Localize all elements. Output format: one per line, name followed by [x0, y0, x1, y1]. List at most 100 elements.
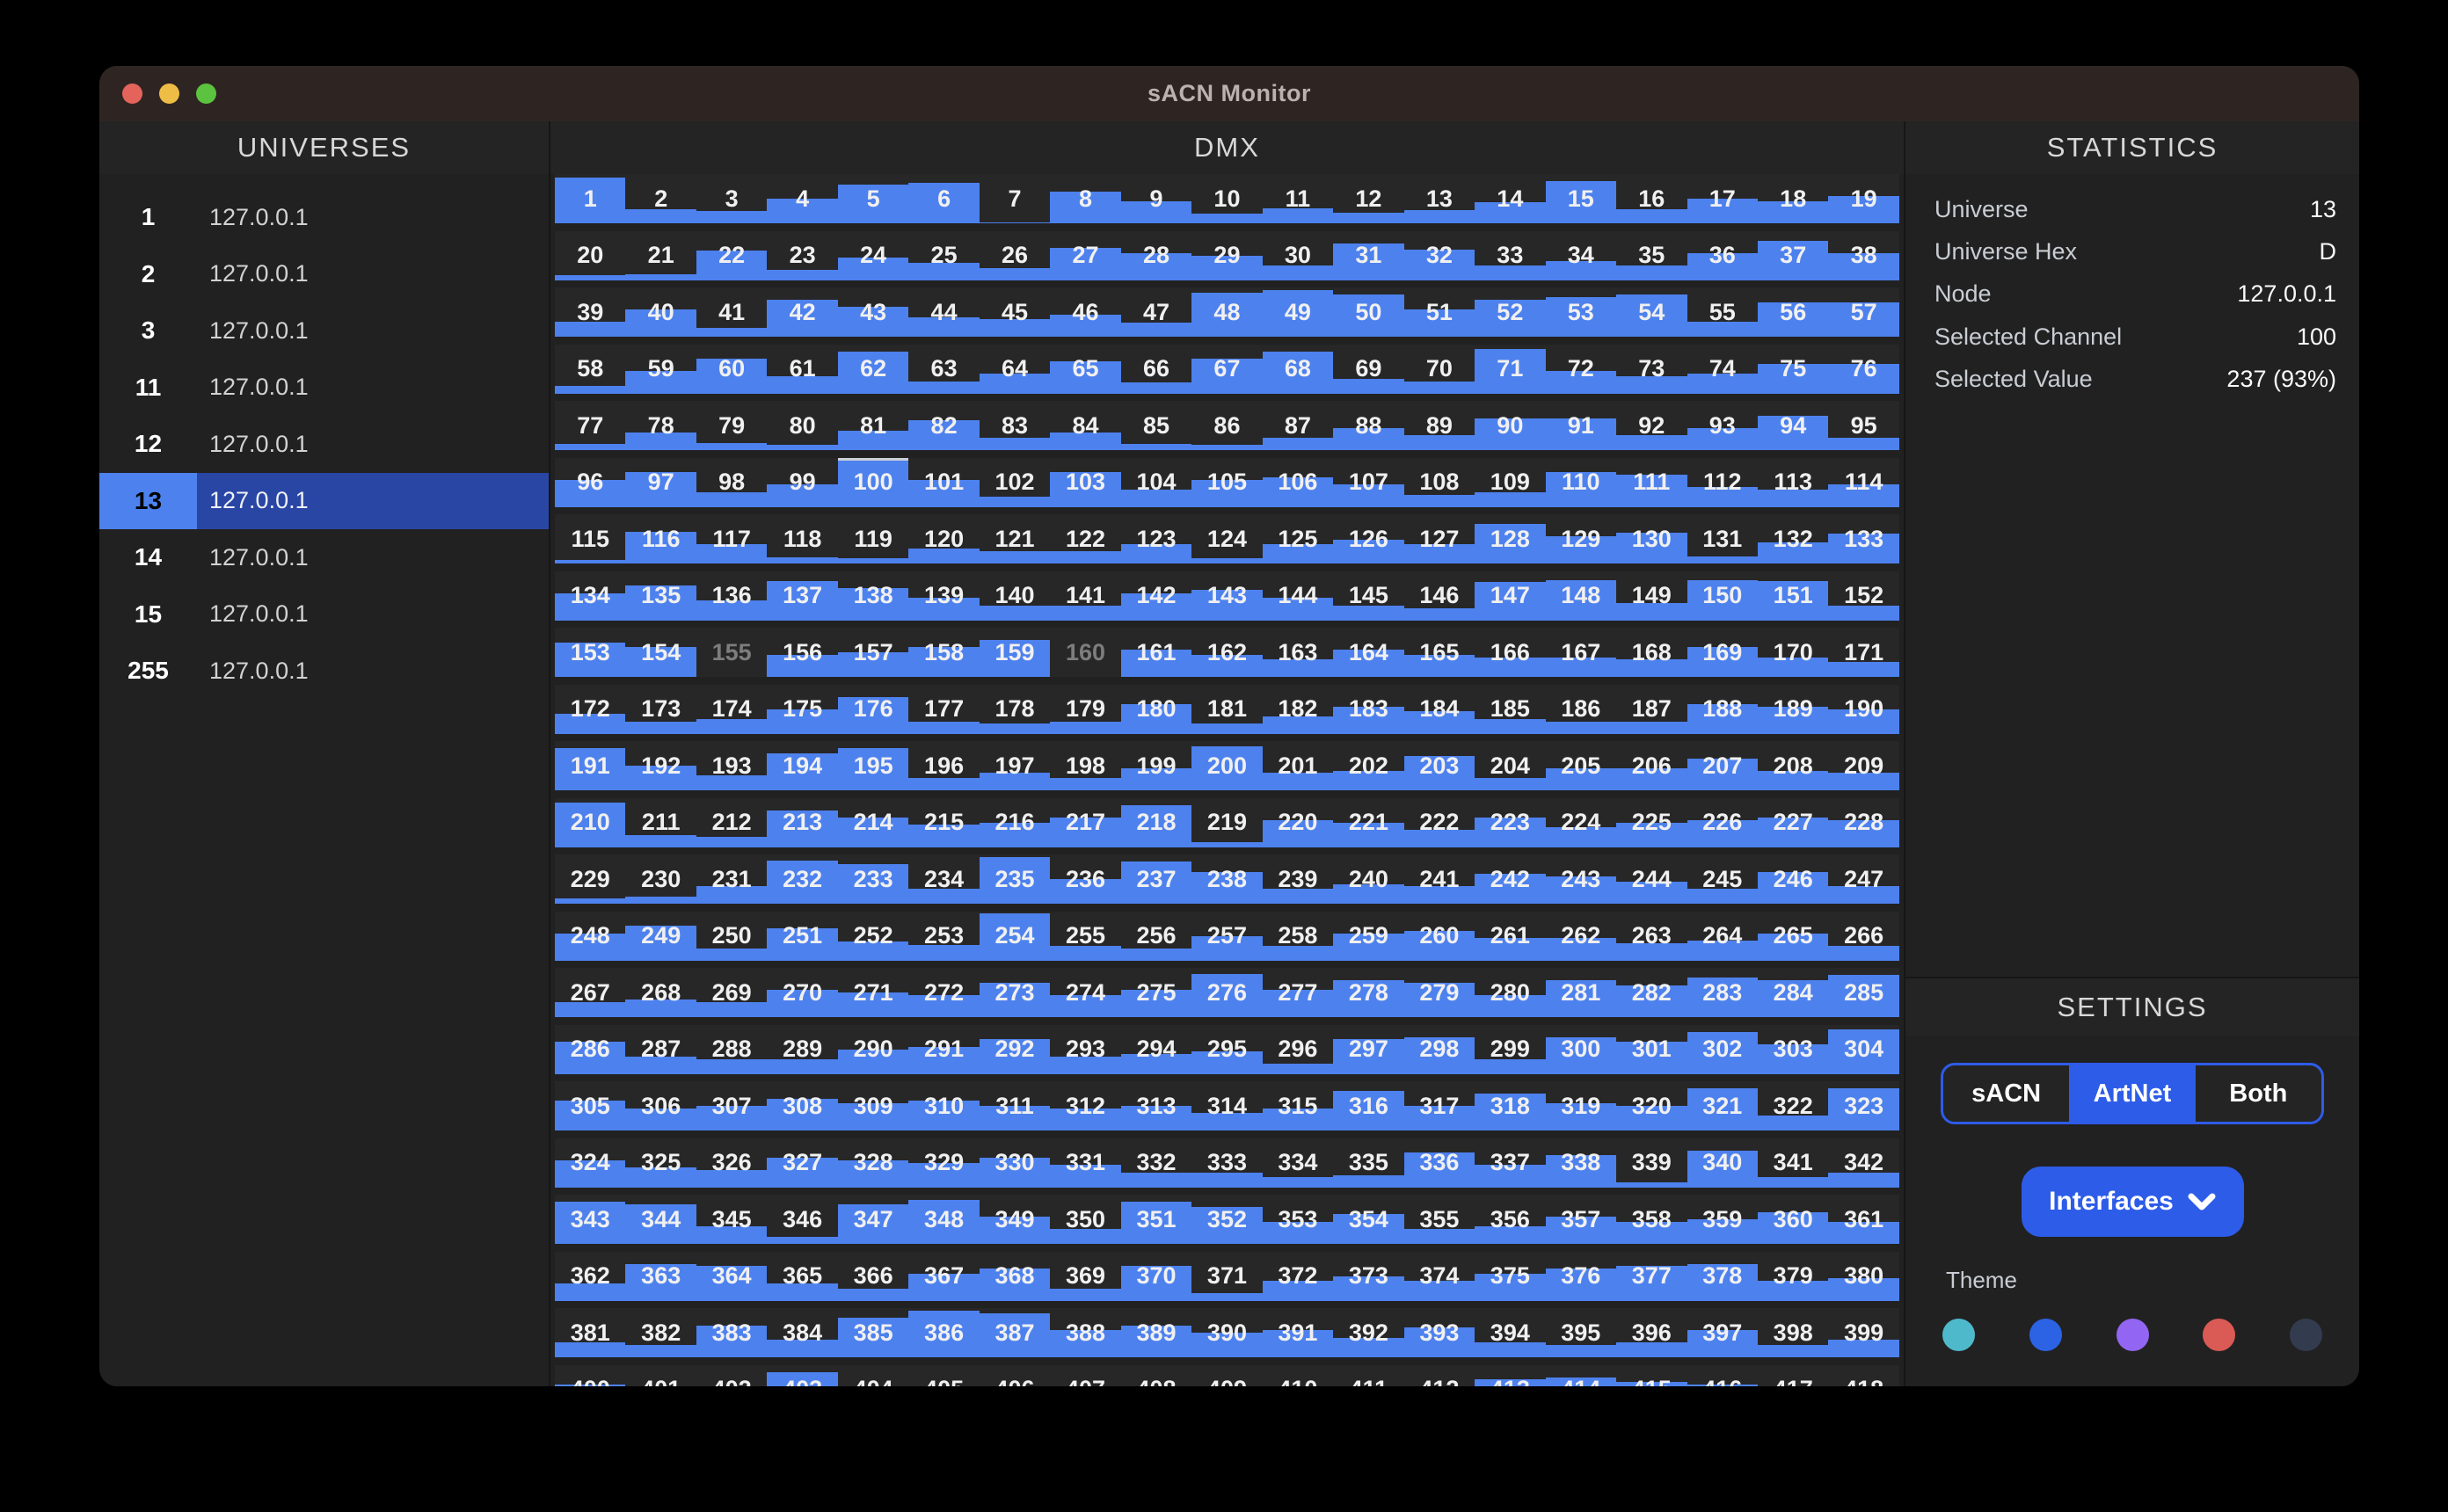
universe-row-2[interactable]: 2 127.0.0.1	[99, 246, 549, 303]
dmx-channel-cell-111[interactable]: 111	[1616, 457, 1687, 507]
dmx-channel-cell-157[interactable]: 157	[837, 628, 909, 677]
dmx-channel-cell-327[interactable]: 327	[767, 1138, 838, 1188]
dmx-channel-cell-235[interactable]: 235	[979, 854, 1051, 904]
universe-row-11[interactable]: 11 127.0.0.1	[99, 360, 549, 417]
dmx-channel-cell-12[interactable]: 12	[1333, 174, 1404, 223]
dmx-channel-cell-102[interactable]: 102	[979, 457, 1051, 507]
dmx-channel-cell-344[interactable]: 344	[625, 1195, 696, 1244]
dmx-channel-cell-56[interactable]: 56	[1757, 287, 1829, 337]
theme-dot-5[interactable]	[2290, 1319, 2322, 1351]
dmx-channel-cell-338[interactable]: 338	[1545, 1138, 1617, 1188]
dmx-channel-cell-99[interactable]: 99	[767, 457, 838, 507]
dmx-channel-cell-144[interactable]: 144	[1262, 571, 1334, 621]
dmx-channel-cell-40[interactable]: 40	[625, 287, 696, 337]
dmx-channel-cell-351[interactable]: 351	[1120, 1195, 1192, 1244]
dmx-channel-cell-108[interactable]: 108	[1403, 457, 1475, 507]
dmx-channel-cell-388[interactable]: 388	[1050, 1308, 1121, 1357]
dmx-channel-cell-112[interactable]: 112	[1687, 457, 1758, 507]
dmx-channel-cell-238[interactable]: 238	[1191, 854, 1263, 904]
dmx-channel-cell-220[interactable]: 220	[1262, 797, 1334, 847]
dmx-channel-cell-29[interactable]: 29	[1191, 230, 1263, 280]
dmx-channel-cell-280[interactable]: 280	[1475, 968, 1546, 1017]
dmx-channel-cell-369[interactable]: 369	[1050, 1251, 1121, 1301]
dmx-channel-cell-341[interactable]: 341	[1757, 1138, 1829, 1188]
dmx-channel-cell-68[interactable]: 68	[1262, 344, 1334, 394]
dmx-channel-cell-105[interactable]: 105	[1191, 457, 1263, 507]
dmx-channel-cell-302[interactable]: 302	[1687, 1024, 1758, 1074]
dmx-channel-cell-218[interactable]: 218	[1120, 797, 1192, 847]
dmx-channel-cell-23[interactable]: 23	[767, 230, 838, 280]
dmx-channel-cell-186[interactable]: 186	[1545, 684, 1617, 734]
dmx-channel-cell-179[interactable]: 179	[1050, 684, 1121, 734]
dmx-channel-cell-340[interactable]: 340	[1687, 1138, 1758, 1188]
dmx-channel-cell-385[interactable]: 385	[837, 1308, 909, 1357]
dmx-channel-cell-27[interactable]: 27	[1050, 230, 1121, 280]
dmx-channel-cell-214[interactable]: 214	[837, 797, 909, 847]
dmx-channel-cell-13[interactable]: 13	[1403, 174, 1475, 223]
dmx-channel-cell-274[interactable]: 274	[1050, 968, 1121, 1017]
dmx-channel-cell-293[interactable]: 293	[1050, 1024, 1121, 1074]
dmx-channel-cell-196[interactable]: 196	[908, 741, 980, 790]
dmx-channel-cell-141[interactable]: 141	[1050, 571, 1121, 621]
dmx-channel-cell-61[interactable]: 61	[767, 344, 838, 394]
dmx-channel-cell-415[interactable]: 415	[1616, 1364, 1687, 1386]
dmx-channel-cell-172[interactable]: 172	[555, 684, 626, 734]
dmx-channel-cell-86[interactable]: 86	[1191, 401, 1263, 450]
dmx-channel-cell-411[interactable]: 411	[1333, 1364, 1404, 1386]
dmx-channel-cell-373[interactable]: 373	[1333, 1251, 1404, 1301]
dmx-channel-cell-107[interactable]: 107	[1333, 457, 1404, 507]
dmx-channel-cell-92[interactable]: 92	[1616, 401, 1687, 450]
dmx-channel-cell-376[interactable]: 376	[1545, 1251, 1617, 1301]
dmx-channel-cell-251[interactable]: 251	[767, 911, 838, 961]
dmx-channel-cell-294[interactable]: 294	[1120, 1024, 1192, 1074]
dmx-channel-cell-180[interactable]: 180	[1120, 684, 1192, 734]
dmx-channel-cell-51[interactable]: 51	[1403, 287, 1475, 337]
universe-row-1[interactable]: 1 127.0.0.1	[99, 189, 549, 246]
dmx-channel-cell-357[interactable]: 357	[1545, 1195, 1617, 1244]
dmx-channel-cell-312[interactable]: 312	[1050, 1081, 1121, 1130]
dmx-channel-cell-171[interactable]: 171	[1828, 628, 1899, 677]
dmx-channel-cell-55[interactable]: 55	[1687, 287, 1758, 337]
dmx-channel-cell-335[interactable]: 335	[1333, 1138, 1404, 1188]
dmx-channel-cell-45[interactable]: 45	[979, 287, 1051, 337]
dmx-channel-cell-174[interactable]: 174	[696, 684, 768, 734]
dmx-channel-cell-346[interactable]: 346	[767, 1195, 838, 1244]
dmx-channel-cell-313[interactable]: 313	[1120, 1081, 1192, 1130]
dmx-channel-cell-164[interactable]: 164	[1333, 628, 1404, 677]
dmx-channel-cell-90[interactable]: 90	[1475, 401, 1546, 450]
dmx-channel-cell-33[interactable]: 33	[1475, 230, 1546, 280]
dmx-channel-cell-66[interactable]: 66	[1120, 344, 1192, 394]
dmx-channel-cell-402[interactable]: 402	[696, 1364, 768, 1386]
dmx-channel-cell-173[interactable]: 173	[625, 684, 696, 734]
dmx-channel-cell-248[interactable]: 248	[555, 911, 626, 961]
dmx-channel-cell-336[interactable]: 336	[1403, 1138, 1475, 1188]
dmx-channel-cell-74[interactable]: 74	[1687, 344, 1758, 394]
dmx-channel-cell-242[interactable]: 242	[1475, 854, 1546, 904]
dmx-channel-cell-278[interactable]: 278	[1333, 968, 1404, 1017]
dmx-channel-cell-143[interactable]: 143	[1191, 571, 1263, 621]
dmx-channel-cell-211[interactable]: 211	[625, 797, 696, 847]
dmx-channel-cell-142[interactable]: 142	[1120, 571, 1192, 621]
dmx-channel-cell-304[interactable]: 304	[1828, 1024, 1899, 1074]
dmx-channel-cell-325[interactable]: 325	[625, 1138, 696, 1188]
dmx-channel-cell-100[interactable]: 100	[837, 457, 909, 507]
dmx-channel-cell-268[interactable]: 268	[625, 968, 696, 1017]
dmx-channel-cell-190[interactable]: 190	[1828, 684, 1899, 734]
dmx-channel-cell-213[interactable]: 213	[767, 797, 838, 847]
dmx-channel-cell-383[interactable]: 383	[696, 1308, 768, 1357]
dmx-channel-cell-84[interactable]: 84	[1050, 401, 1121, 450]
dmx-channel-cell-207[interactable]: 207	[1687, 741, 1758, 790]
dmx-channel-cell-244[interactable]: 244	[1616, 854, 1687, 904]
dmx-channel-cell-253[interactable]: 253	[908, 911, 980, 961]
dmx-channel-cell-359[interactable]: 359	[1687, 1195, 1758, 1244]
dmx-channel-cell-60[interactable]: 60	[696, 344, 768, 394]
dmx-channel-cell-160[interactable]: 160	[1050, 628, 1121, 677]
dmx-channel-cell-76[interactable]: 76	[1828, 344, 1899, 394]
dmx-channel-cell-390[interactable]: 390	[1191, 1308, 1263, 1357]
dmx-channel-cell-49[interactable]: 49	[1262, 287, 1334, 337]
dmx-channel-cell-391[interactable]: 391	[1262, 1308, 1334, 1357]
dmx-channel-cell-298[interactable]: 298	[1403, 1024, 1475, 1074]
dmx-channel-cell-288[interactable]: 288	[696, 1024, 768, 1074]
dmx-channel-cell-153[interactable]: 153	[555, 628, 626, 677]
dmx-channel-cell-287[interactable]: 287	[625, 1024, 696, 1074]
